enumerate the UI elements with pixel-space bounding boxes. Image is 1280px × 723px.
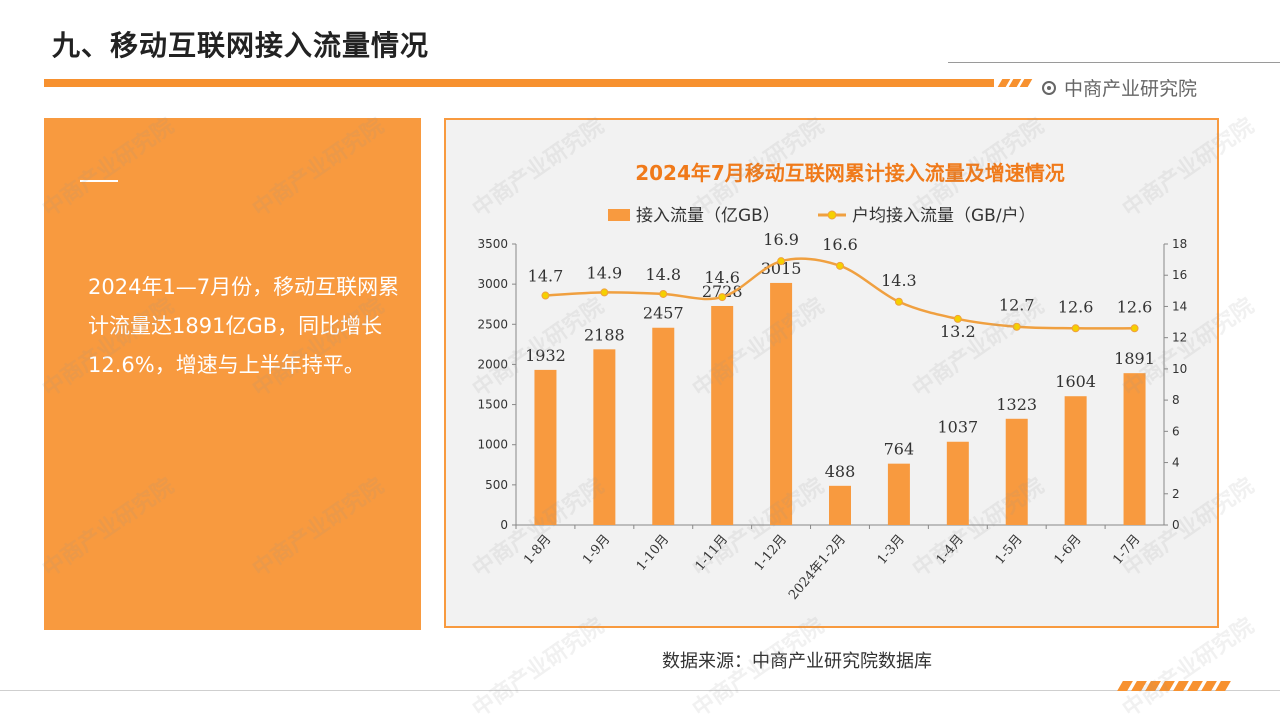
y-right-tick-label: 14	[1172, 299, 1187, 313]
y-right-tick-label: 12	[1172, 331, 1187, 345]
page-title: 九、移动互联网接入流量情况	[52, 29, 430, 62]
line-marker	[894, 297, 903, 306]
bar-value-label: 1037	[937, 418, 978, 437]
bar	[1123, 373, 1146, 525]
x-tick-label: 1-6月	[1051, 532, 1084, 568]
bar-value-label: 2188	[584, 325, 625, 344]
line-value-label: 12.7	[999, 296, 1035, 315]
y-right-tick-label: 8	[1172, 393, 1180, 407]
y-left-tick-label: 1000	[477, 438, 508, 452]
line-value-label: 12.6	[1117, 297, 1153, 316]
y-right-tick-label: 10	[1172, 362, 1187, 376]
bar	[770, 282, 793, 525]
y-left-tick-label: 0	[500, 518, 508, 532]
line-value-label: 14.7	[528, 267, 564, 286]
footer-divider	[0, 690, 1280, 691]
bar	[1064, 396, 1087, 525]
line-marker	[953, 314, 962, 323]
line-marker	[659, 289, 668, 298]
line-marker	[541, 291, 550, 300]
y-left-tick-label: 2500	[477, 317, 508, 331]
x-tick-label: 1-3月	[875, 532, 908, 568]
line-marker	[1012, 322, 1021, 331]
bar	[946, 441, 969, 525]
y-right-tick-label: 16	[1172, 268, 1187, 282]
line-value-label: 14.8	[645, 265, 681, 284]
bar-value-label: 1891	[1114, 349, 1155, 368]
bar	[711, 305, 734, 525]
line-marker	[1071, 324, 1080, 333]
bar	[829, 485, 851, 525]
y-left-tick-label: 1500	[477, 398, 508, 412]
line-marker	[777, 257, 786, 266]
brand-name: 中商产业研究院	[1064, 78, 1198, 100]
legend-line-marker	[827, 210, 837, 220]
x-tick-label: 1-11月	[693, 532, 732, 574]
bar-value-label: 1932	[525, 346, 566, 365]
x-tick-label: 1-7月	[1110, 532, 1143, 568]
legend-line-label: 户均接入流量（GB/户）	[852, 206, 1036, 226]
bar-value-label: 2728	[702, 282, 743, 301]
title-underline-bar	[44, 79, 994, 87]
x-tick-label: 1-8月	[521, 532, 554, 568]
y-left-tick-label: 2000	[477, 357, 508, 371]
y-left-tick-label: 500	[485, 478, 508, 492]
brand-label: 中商产业研究院	[1042, 74, 1197, 101]
line-value-label: 13.2	[940, 322, 976, 341]
x-tick-label: 1-5月	[992, 532, 1025, 568]
x-tick-label: 1-12月	[752, 532, 791, 574]
bar-value-label: 1604	[1055, 372, 1096, 391]
line-marker	[718, 293, 727, 302]
legend-bar-swatch	[608, 209, 630, 221]
y-left-tick-label: 3500	[477, 237, 508, 251]
brand-circle-icon	[1042, 80, 1056, 95]
chart-frame: 2024年7月移动互联网累计接入流量及增速情况接入流量（亿GB） 户均接入流量（G…	[444, 118, 1219, 628]
bar	[652, 327, 675, 525]
summary-text: 2024年1—7月份，移动互联网累计流量达1891亿GB，同比增长12.6%，增…	[88, 275, 400, 377]
x-tick-label: 1-10月	[634, 532, 673, 574]
line-value-label: 16.9	[763, 230, 799, 249]
line-value-label: 12.6	[1058, 297, 1094, 316]
bar	[1005, 418, 1028, 525]
data-source: 数据来源：中商产业研究院数据库	[662, 651, 932, 672]
line-marker	[836, 261, 844, 270]
bar-value-label: 764	[884, 440, 915, 459]
bar	[534, 369, 557, 525]
y-right-tick-label: 6	[1172, 424, 1180, 438]
y-right-tick-label: 0	[1172, 518, 1180, 532]
legend-bar-label: 接入流量（亿GB）	[636, 206, 780, 226]
line-marker	[600, 288, 609, 297]
summary-panel: 2024年1—7月份，移动互联网累计流量达1891亿GB，同比增长12.6%，增…	[44, 118, 421, 630]
bar-value-label: 1323	[996, 395, 1037, 414]
bar-value-label: 2457	[643, 304, 684, 323]
bar-value-label: 488	[825, 462, 856, 481]
line-value-label: 14.9	[587, 263, 623, 282]
bar	[593, 349, 616, 525]
line-marker	[1130, 324, 1139, 333]
y-left-tick-label: 3000	[477, 277, 508, 291]
x-tick-label: 1-4月	[934, 532, 967, 568]
panel-rule	[80, 180, 118, 182]
y-right-tick-label: 18	[1172, 237, 1187, 251]
chart-title: 2024年7月移动互联网累计接入流量及增速情况	[635, 161, 1065, 185]
line-value-label: 14.3	[881, 271, 917, 290]
x-tick-label: 2024年1-2月	[786, 532, 849, 603]
header-divider	[948, 62, 1280, 63]
y-right-tick-label: 4	[1172, 456, 1180, 470]
x-tick-label: 1-9月	[580, 532, 613, 568]
bar-value-label: 3015	[761, 259, 802, 278]
bar	[887, 463, 910, 525]
line-value-label: 14.6	[704, 268, 740, 287]
line-value-label: 16.6	[822, 235, 858, 254]
y-right-tick-label: 2	[1172, 487, 1180, 501]
